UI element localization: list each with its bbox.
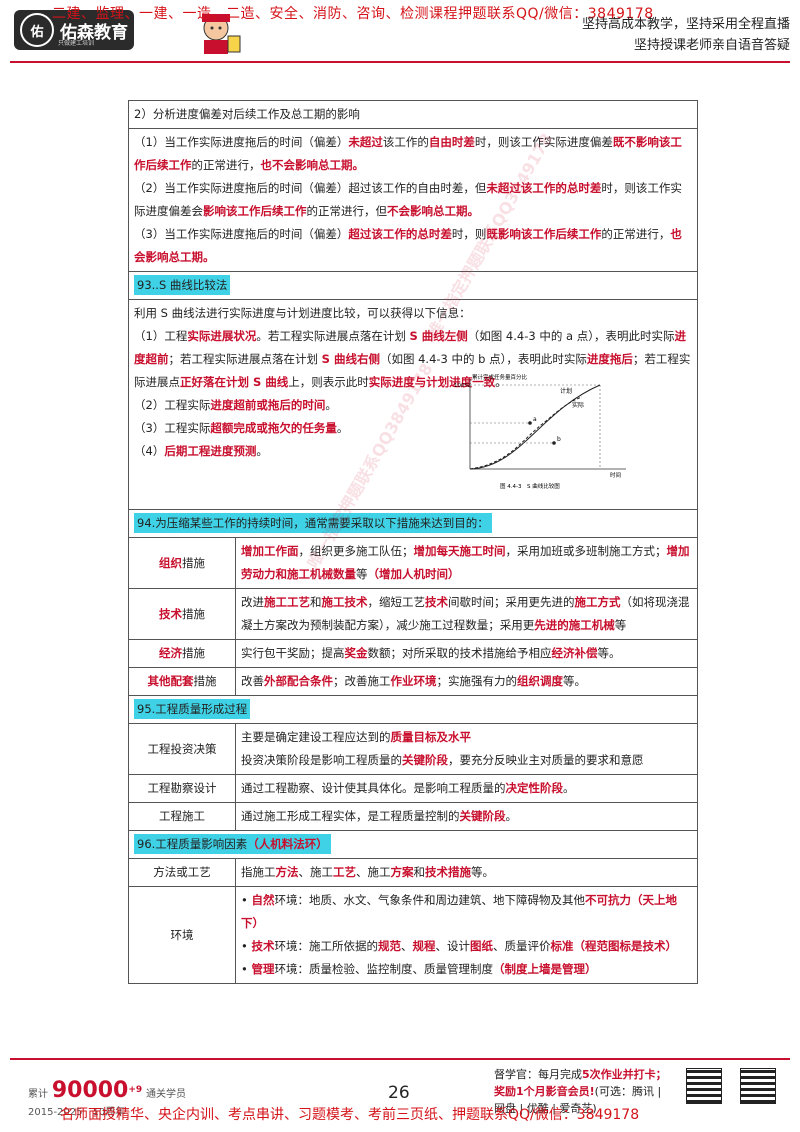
- s95-label: 工程投资决策: [128, 723, 236, 775]
- bottom-contact-line: 名师面授精华、央企内训、考点串讲、习题模考、考前三页纸、押题联系QQ/微信：38…: [60, 1107, 640, 1123]
- s95-title: 95.工程质量形成过程: [128, 695, 698, 724]
- s96-env-label: 环境: [128, 886, 236, 984]
- page-number: 26: [388, 1083, 410, 1103]
- s94-title: 94.为压缩某些工作的持续时间，通常需要采取以下措施来达到目的：: [128, 509, 698, 538]
- slogan-line-2: 坚持授课老师亲自语音答疑: [633, 38, 790, 53]
- s95-content: 通过工程勘察、设计使其具体化。是影响工程质量的决定性阶段。: [235, 774, 698, 803]
- header-divider: [10, 61, 790, 63]
- svg-text:时间: 时间: [610, 471, 621, 479]
- logo-subtitle: 只做建工培训: [58, 40, 95, 47]
- notes-table: 2）分析进度偏差对后续工作及总工期的影响 （1）当工作实际进度拖后的时间（偏差）…: [128, 100, 698, 984]
- s2-p1: （1）当工作实际进度拖后的时间（偏差）未超过该工作的自由时差时，则该工作实际进度…: [134, 135, 682, 172]
- footer-promo: 督学官：每月完成5次作业并打卡； 奖励1个月影音会员!(可选：腾讯 | 网盘 |…: [494, 1068, 667, 1115]
- s94-label: 技术措施: [128, 588, 236, 640]
- s93-intro: 利用 S 曲线法进行实际进度与计划进度比较，可以获得以下信息：: [134, 306, 471, 320]
- s94-label: 其他配套措施: [128, 667, 236, 696]
- s93-p3: （3）工程实际超额完成或拖欠的任务量。: [134, 421, 349, 435]
- s95-row: 工程勘察设计 通过工程勘察、设计使其具体化。是影响工程质量的决定性阶段。: [128, 774, 698, 803]
- logo-mark-icon: 佑: [20, 13, 54, 47]
- student-count: 90000: [51, 1078, 129, 1103]
- fig-top-label: 累计完成任务量百分比: [472, 373, 528, 381]
- s96-method-label: 方法或工艺: [128, 858, 236, 887]
- qr-code-icon: [740, 1068, 776, 1104]
- s2-title: 2）分析进度偏差对后续工作及总工期的影响: [128, 100, 698, 129]
- s95-content: 通过施工形成工程实体，是工程质量控制的关键阶段。: [235, 802, 698, 831]
- qr-code-icon: [686, 1068, 722, 1104]
- s2-p2: （2）当工作实际进度拖后的时间（偏差）超过该工作的自由时差，但未超过该工作的总时…: [134, 181, 682, 218]
- s96-method-row: 方法或工艺 指施工方法、施工工艺、施工方案和技术措施等。: [128, 858, 698, 887]
- s94-row-econ: 经济措施 实行包干奖励；提高奖金数额；对所采取的技术措施给予相应经济补偿等。: [128, 639, 698, 668]
- s94-content: 增加工作面，组织更多施工队伍；增加每天施工时间，采用加班或多班制施工方式；增加劳…: [235, 537, 698, 589]
- s94-row-tech: 技术措施 改进施工工艺和施工技术，缩短工艺技术间歇时间；采用更先进的施工方式（如…: [128, 588, 698, 640]
- s94-row-other: 其他配套措施 改善外部配合条件；改善施工作业环境；实施强有力的组织调度等。: [128, 667, 698, 696]
- s93-p4: （4）后期工程进度预测。: [134, 444, 268, 458]
- s96-env-row: 环境 • 自然环境：地质、水文、气象条件和周边建筑、地下障碍物及其他不可抗力（天…: [128, 886, 698, 984]
- logo: 佑 佑森教育 只做建工培训: [14, 10, 134, 50]
- top-contact-line: 二建、监理、一建、一造、二造、安全、消防、咨询、检测课程押题联系QQ/微信：38…: [52, 6, 654, 22]
- s94-content: 实行包干奖励；提高奖金数额；对所采取的技术措施给予相应经济补偿等。: [235, 639, 698, 668]
- s-curve-figure: a b 累计完成任务量百分比 100% 计划 实际 时间 图 4.4-3 S 曲…: [454, 373, 626, 490]
- fig-plan-label: 计划: [560, 387, 572, 395]
- s95-content: 主要是确定建设工程应达到的质量目标及水平 投资决策阶段是影响工程质量的关键阶段，…: [235, 723, 698, 775]
- footer-divider: [10, 1058, 790, 1060]
- s2-content: （1）当工作实际进度拖后的时间（偏差）未超过该工作的自由时差时，则该工作实际进度…: [128, 128, 698, 272]
- s2-p3: （3）当工作实际进度拖后的时间（偏差）超过该工作的总时差时，则既影响该工作后续工…: [134, 227, 682, 264]
- page-header: 佑 佑森教育 只做建工培训 二建、监理、一建、一造、二造、安全、消防、咨询、检测…: [0, 0, 800, 62]
- s95-row: 工程施工 通过施工形成工程实体，是工程质量控制的关键阶段。: [128, 802, 698, 831]
- s93-content: 利用 S 曲线法进行实际进度与计划进度比较，可以获得以下信息： （1）工程实际进…: [128, 299, 698, 510]
- svg-text:100%: 100%: [454, 383, 470, 389]
- s94-label: 经济措施: [128, 639, 236, 668]
- mascot-icon: [202, 14, 241, 54]
- logo-text: 佑森教育: [60, 22, 128, 43]
- slogan-line-1: 坚持高成本教学，坚持采用全程直播: [581, 17, 790, 32]
- s94-content: 改进施工工艺和施工技术，缩短工艺技术间歇时间；采用更先进的施工方式（如将现浇混凝…: [235, 588, 698, 640]
- fig-actual-label: 实际: [572, 401, 584, 409]
- header-slogan: 坚持高成本教学，坚持采用全程直播 坚持授课老师亲自语音答疑: [582, 14, 790, 56]
- s93-title: 93..S 曲线比较法: [128, 271, 698, 300]
- s94-content: 改善外部配合条件；改善施工作业环境；实施强有力的组织调度等。: [235, 667, 698, 696]
- s95-row: 工程投资决策 主要是确定建设工程应达到的质量目标及水平 投资决策阶段是影响工程质…: [128, 723, 698, 775]
- s93-p1: （1）工程实际进展状况。若工程实际进展点落在计划 S 曲线左侧（如图 4.4-3…: [134, 329, 691, 389]
- s93-p2: （2）工程实际进度超前或拖后的时间。: [134, 398, 337, 412]
- footer-stats: 累计 90000+9 通关学员 2015-2025 10周年: [28, 1078, 187, 1118]
- s96-title: 96.工程质量影响因素（人机料法环）: [128, 830, 698, 859]
- s94-label: 组织措施: [128, 537, 236, 589]
- s96-env-content: • 自然环境：地质、水文、气象条件和周边建筑、地下障碍物及其他不可抗力（天上地下…: [235, 886, 698, 984]
- s95-label: 工程施工: [128, 802, 236, 831]
- svg-text:a: a: [533, 416, 537, 423]
- svg-text:b: b: [557, 436, 561, 443]
- footer-years: 2015-2025 10周年: [28, 1107, 126, 1118]
- s94-row-org: 组织措施 增加工作面，组织更多施工队伍；增加每天施工时间，采用加班或多班制施工方…: [128, 537, 698, 589]
- fig-caption: 图 4.4-3 S 曲线比较图: [500, 482, 560, 490]
- s95-label: 工程勘察设计: [128, 774, 236, 803]
- s96-method-content: 指施工方法、施工工艺、施工方案和技术措施等。: [235, 858, 698, 887]
